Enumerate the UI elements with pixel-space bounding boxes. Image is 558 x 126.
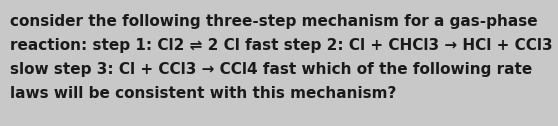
Text: reaction: step 1: Cl2 ⇌ 2 Cl fast step 2: Cl + CHCl3 → HCl + CCl3: reaction: step 1: Cl2 ⇌ 2 Cl fast step 2… xyxy=(10,38,552,53)
Text: laws will be consistent with this mechanism?: laws will be consistent with this mechan… xyxy=(10,86,396,101)
Text: slow step 3: Cl + CCl3 → CCl4 fast which of the following rate: slow step 3: Cl + CCl3 → CCl4 fast which… xyxy=(10,62,532,77)
Text: consider the following three-step mechanism for a gas-phase: consider the following three-step mechan… xyxy=(10,14,537,29)
